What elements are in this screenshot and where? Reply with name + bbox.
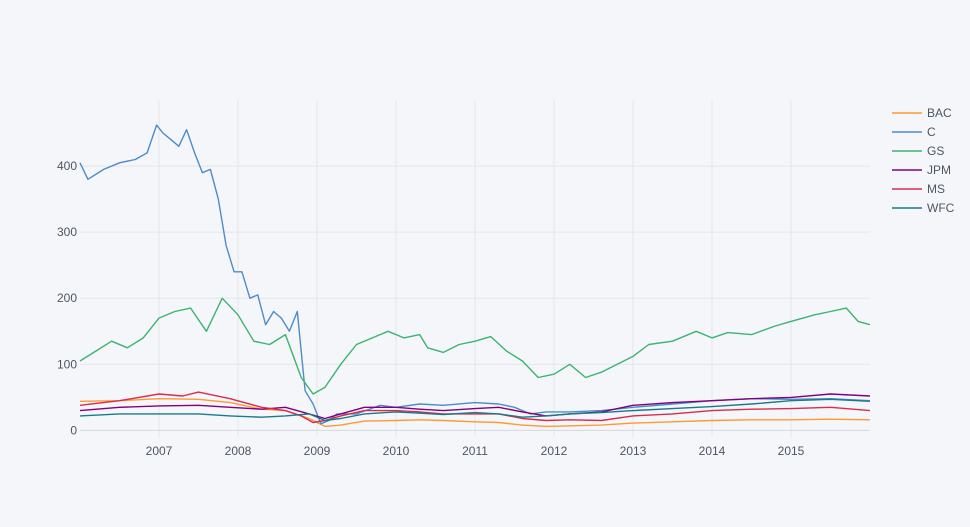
x-tick-label: 2007 [146, 444, 173, 458]
x-tick-label: 2009 [304, 444, 331, 458]
legend-label-wfc[interactable]: WFC [927, 201, 955, 215]
y-tick-label: 100 [57, 357, 77, 371]
x-tick-label: 2008 [225, 444, 252, 458]
series-lines[interactable] [79, 124, 871, 428]
y-tick-label: 0 [70, 423, 77, 437]
series-line-ms[interactable] [79, 391, 871, 424]
y-tick-label: 200 [57, 291, 77, 305]
series-line-gs[interactable] [79, 297, 871, 395]
legend-label-jpm[interactable]: JPM [927, 163, 951, 177]
series-line-jpm[interactable] [79, 393, 871, 420]
y-tick-label: 400 [57, 159, 77, 173]
legend[interactable]: BAC C GS JPM MS WFC [892, 106, 955, 215]
series-line-c[interactable] [79, 124, 871, 425]
legend-label-bac[interactable]: BAC [927, 106, 952, 120]
legend-label-gs[interactable]: GS [927, 144, 944, 158]
x-tick-label: 2015 [778, 444, 805, 458]
x-tick-label: 2011 [462, 444, 488, 458]
x-tick-label: 2010 [383, 444, 410, 458]
series-line-bac[interactable] [79, 398, 871, 428]
y-tick-label: 300 [57, 225, 77, 239]
x-tick-label: 2014 [699, 444, 726, 458]
legend-label-ms[interactable]: MS [927, 182, 945, 196]
x-tick-label: 2012 [541, 444, 568, 458]
gridlines [80, 100, 870, 437]
x-tick-label: 2013 [620, 444, 647, 458]
axes: 2007 2008 2009 2010 2011 2012 2013 2014 2015 0 100… [57, 159, 805, 458]
series-line-wfc[interactable] [79, 398, 871, 422]
legend-label-c[interactable]: C [927, 125, 936, 139]
